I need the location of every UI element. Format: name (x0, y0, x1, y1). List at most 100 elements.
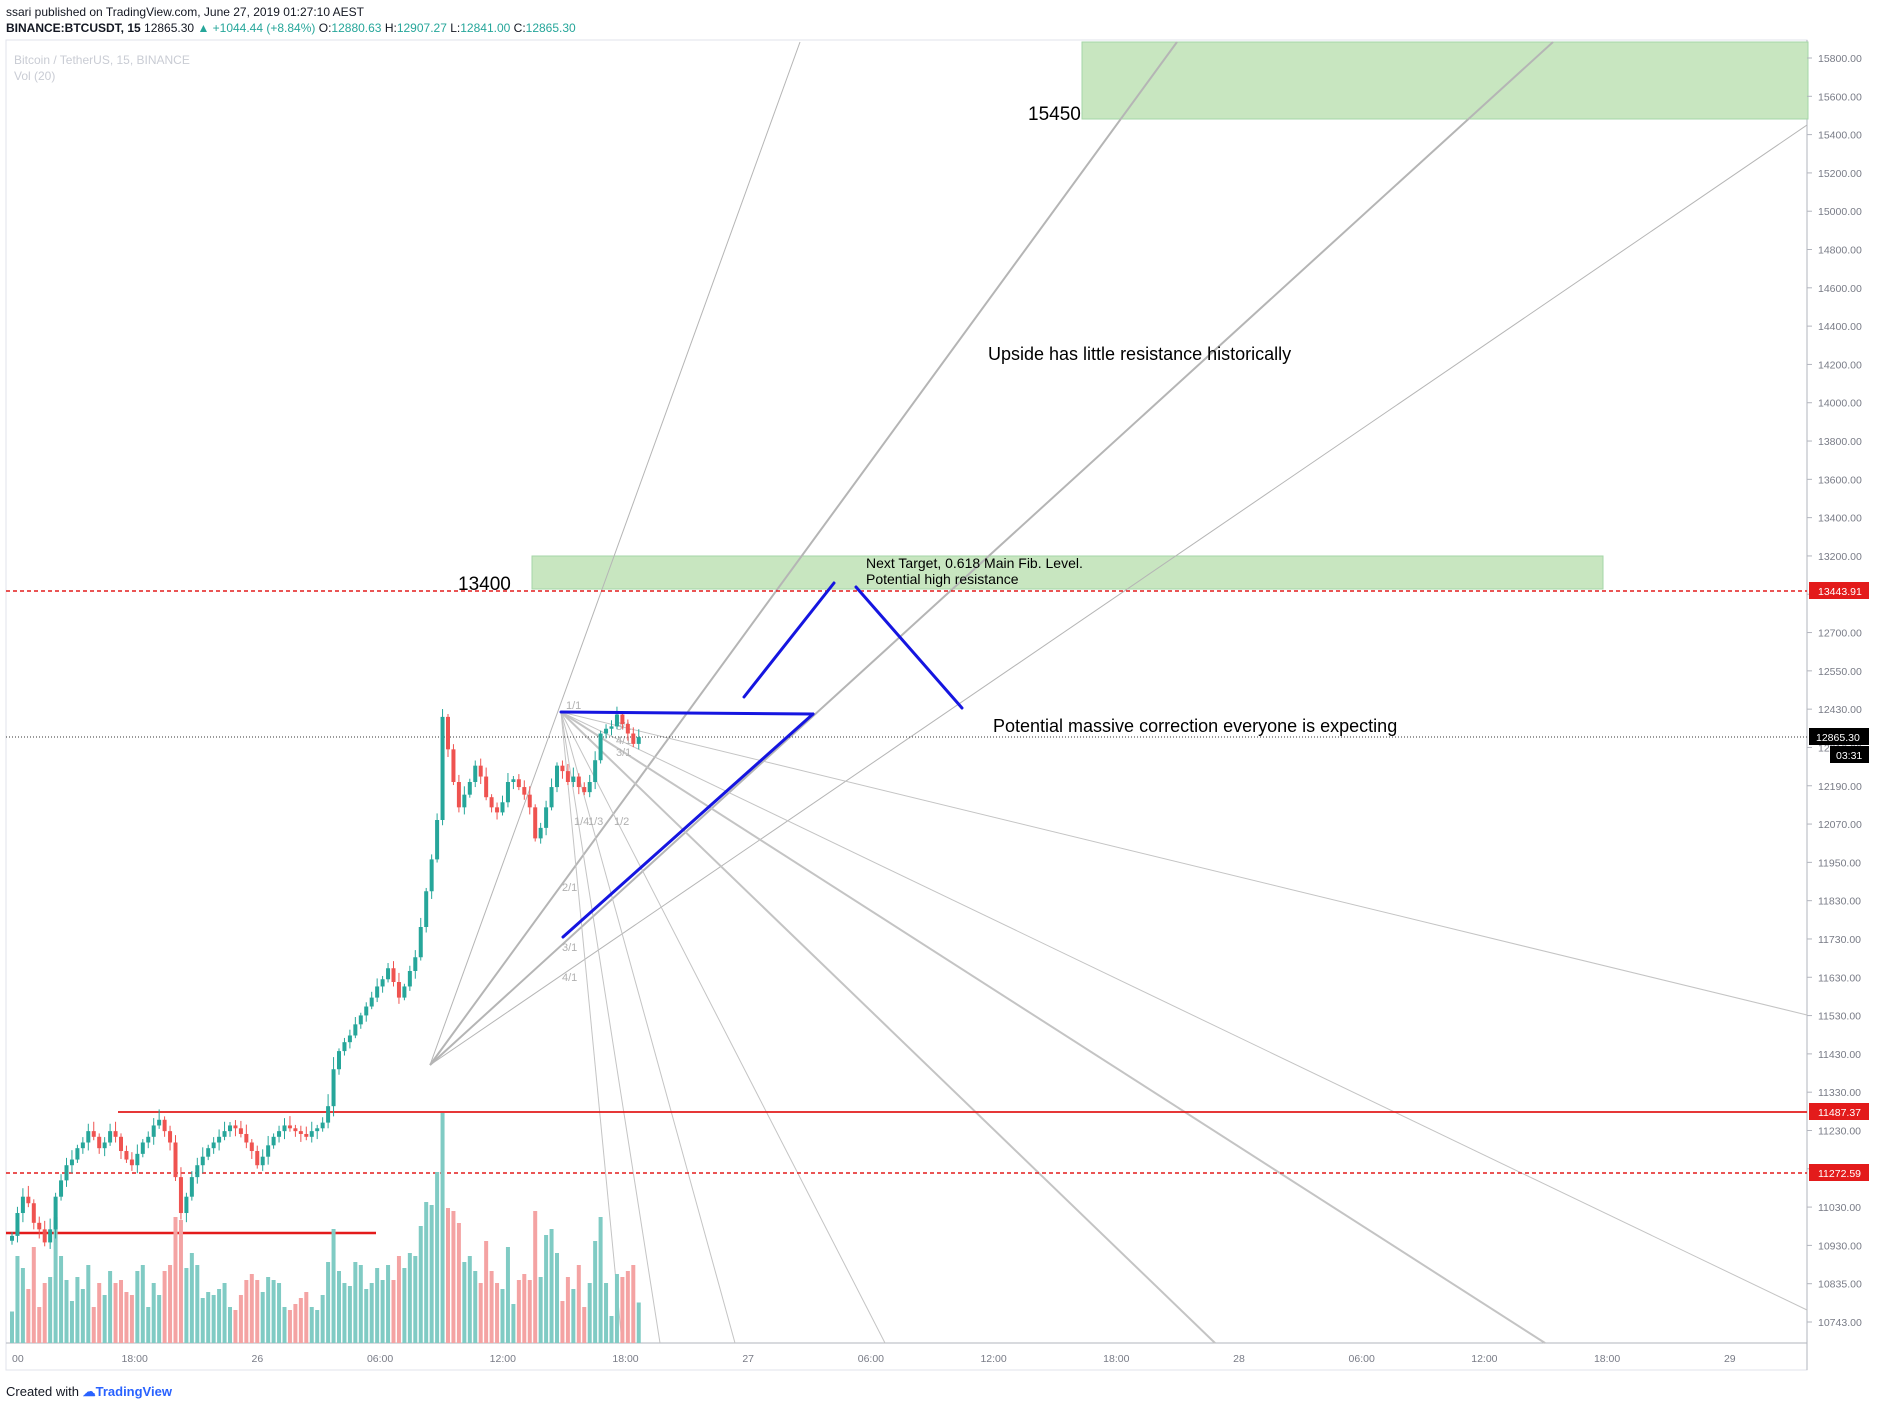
target-zone-upper[interactable] (1081, 41, 1809, 120)
plot-area[interactable] (5, 39, 1808, 1371)
candle-body[interactable] (119, 1136, 123, 1152)
candle-body[interactable] (604, 728, 609, 734)
candle-body[interactable] (522, 787, 527, 795)
candle-body[interactable] (244, 1133, 249, 1143)
candle-body[interactable] (538, 827, 543, 839)
candle-body[interactable] (347, 1035, 352, 1043)
candle-body[interactable] (277, 1131, 282, 1137)
candle-body[interactable] (298, 1131, 303, 1134)
candle-body[interactable] (228, 1125, 232, 1132)
candle-body[interactable] (576, 776, 581, 788)
candle-body[interactable] (86, 1131, 91, 1143)
candle-body[interactable] (97, 1136, 102, 1149)
candle-body[interactable] (418, 927, 423, 958)
candle-body[interactable] (353, 1024, 358, 1036)
candle-body[interactable] (53, 1196, 58, 1230)
candle-body[interactable] (91, 1131, 96, 1137)
time-axis[interactable]: 00 18:00 26 06:00 12:00 18:00 27 06:00 12:00 18:0… (12, 1353, 1736, 1365)
candle-body[interactable] (293, 1128, 298, 1132)
candle-body[interactable] (484, 776, 489, 798)
candle-body[interactable] (129, 1159, 134, 1166)
candle-body[interactable] (206, 1148, 211, 1157)
candle-body[interactable] (282, 1125, 287, 1132)
candle-body[interactable] (451, 749, 456, 782)
candle-body[interactable] (200, 1156, 205, 1166)
candle-body[interactable] (42, 1229, 47, 1243)
candle-body[interactable] (511, 779, 516, 782)
candle-body[interactable] (467, 782, 472, 795)
candle-body[interactable] (375, 986, 380, 998)
candle-body[interactable] (309, 1131, 314, 1137)
target-zone-lower[interactable] (531, 555, 1604, 590)
candle-body[interactable] (260, 1156, 265, 1166)
projection-path[interactable] (742, 581, 964, 710)
candle-body[interactable] (135, 1153, 140, 1166)
candle-body[interactable] (168, 1131, 173, 1143)
candle-body[interactable] (396, 982, 401, 998)
candle-body[interactable] (598, 733, 603, 761)
candle-body[interactable] (20, 1196, 25, 1214)
candle-body[interactable] (304, 1133, 309, 1137)
candle-body[interactable] (614, 714, 619, 727)
candle-body[interactable] (429, 859, 434, 892)
candle-body[interactable] (331, 1069, 336, 1107)
candle-body[interactable] (555, 765, 559, 788)
candle-body[interactable] (516, 779, 521, 788)
candle-body[interactable] (157, 1119, 162, 1126)
candle-body[interactable] (113, 1131, 118, 1137)
candle-body[interactable] (435, 820, 440, 860)
candle-body[interactable] (571, 776, 576, 782)
candle-body[interactable] (15, 1213, 20, 1236)
candle-body[interactable] (48, 1229, 53, 1243)
candle-body[interactable] (64, 1165, 69, 1181)
candle-body[interactable] (544, 807, 549, 828)
candle-body[interactable] (124, 1151, 129, 1160)
candle-body[interactable] (195, 1165, 200, 1178)
candle-body[interactable] (500, 802, 505, 813)
candle-body[interactable] (271, 1136, 276, 1146)
candle-body[interactable] (173, 1142, 178, 1178)
candle-body[interactable] (140, 1142, 145, 1154)
candle-body[interactable] (255, 1151, 260, 1166)
candle-body[interactable] (337, 1051, 341, 1070)
candle-body[interactable] (505, 782, 510, 803)
candle-body[interactable] (489, 797, 494, 808)
candle-body[interactable] (456, 782, 461, 808)
candle-body[interactable] (146, 1136, 151, 1143)
candle-body[interactable] (211, 1142, 216, 1149)
candle-body[interactable] (59, 1180, 64, 1197)
candle-body[interactable] (37, 1222, 42, 1230)
candle-body[interactable] (565, 771, 570, 782)
candle-body[interactable] (478, 765, 483, 777)
candle-body[interactable] (369, 997, 374, 1007)
candle-body[interactable] (162, 1119, 167, 1132)
candle-body[interactable] (326, 1106, 331, 1123)
candle-body[interactable] (402, 986, 407, 998)
candle-body[interactable] (549, 787, 554, 808)
candle-body[interactable] (69, 1159, 74, 1166)
candle-body[interactable] (533, 807, 538, 839)
candle-body[interactable] (217, 1136, 222, 1143)
gann-fan-upper[interactable] (429, 41, 1808, 1066)
candle-body[interactable] (495, 807, 500, 813)
candle-body[interactable] (238, 1128, 243, 1134)
candle-body[interactable] (108, 1131, 113, 1143)
candle-body[interactable] (342, 1042, 347, 1052)
candle-body[interactable] (636, 737, 641, 744)
candle-body[interactable] (189, 1177, 194, 1197)
candle-body[interactable] (473, 765, 478, 782)
candle-body[interactable] (380, 979, 385, 987)
candle-body[interactable] (587, 782, 592, 793)
candle-body[interactable] (315, 1128, 320, 1132)
candle-body[interactable] (527, 794, 532, 808)
candle-body[interactable] (178, 1177, 183, 1214)
candle-body[interactable] (287, 1125, 292, 1129)
candles[interactable] (10, 706, 641, 1249)
price-axis[interactable]: 15800.00 15600.00 15400.00 15200.00 15000.00… (1807, 53, 1862, 1329)
candle-body[interactable] (222, 1131, 227, 1137)
candle-body[interactable] (364, 1006, 369, 1016)
candle-body[interactable] (102, 1142, 107, 1149)
candle-body[interactable] (10, 1235, 14, 1241)
candle-body[interactable] (462, 794, 467, 808)
